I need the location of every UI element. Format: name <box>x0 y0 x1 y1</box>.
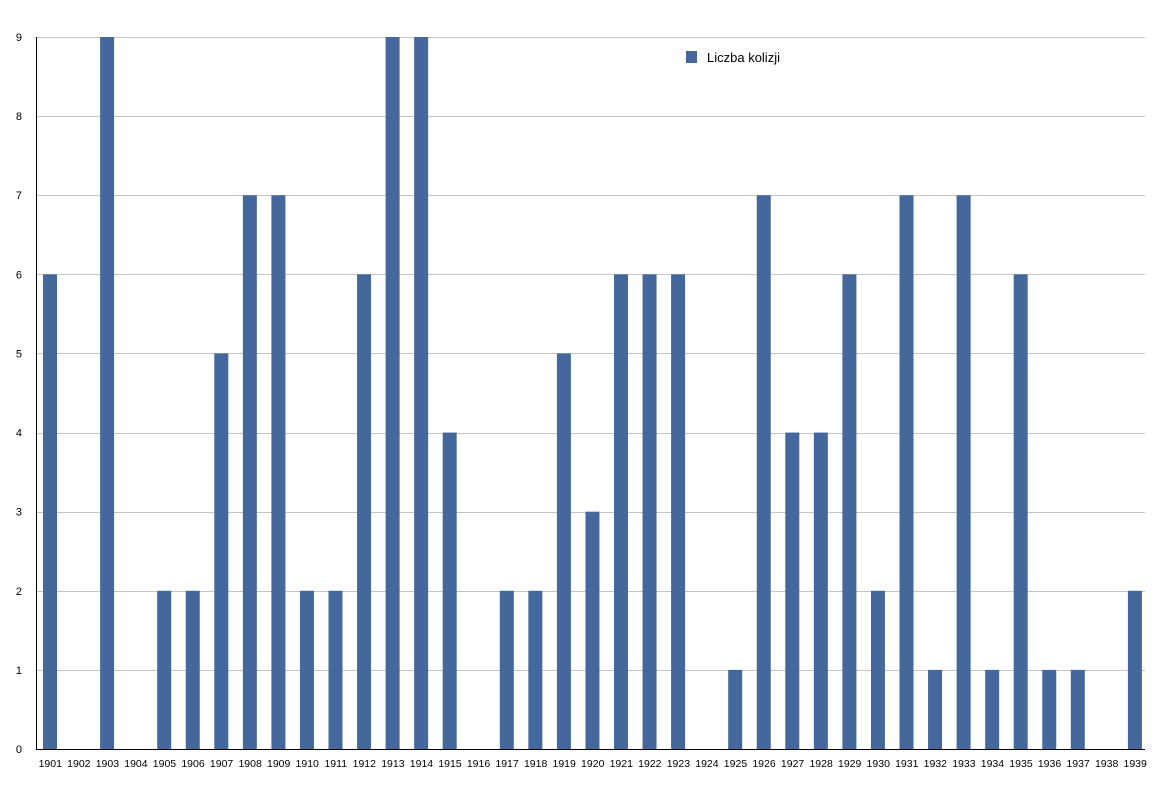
x-tick-label: 1931 <box>895 758 919 770</box>
x-tick-label: 1935 <box>1009 758 1033 770</box>
bar-1915 <box>442 432 457 749</box>
bar-1934 <box>985 669 1000 749</box>
x-tick-label: 1921 <box>610 758 634 770</box>
x-tick-label: 1928 <box>809 758 833 770</box>
x-tick-label: 1930 <box>867 758 891 770</box>
bar-1930 <box>870 590 885 749</box>
bar-1931 <box>899 195 914 750</box>
bar-1926 <box>756 195 771 750</box>
x-tick-label: 1915 <box>438 758 462 770</box>
x-tick-label: 1909 <box>267 758 291 770</box>
bar-1939 <box>1127 590 1142 749</box>
x-tick-label: 1906 <box>181 758 205 770</box>
bar-1936 <box>1042 669 1057 749</box>
bar-1912 <box>357 274 372 749</box>
x-tick-label: 1916 <box>467 758 491 770</box>
bar-1917 <box>499 590 514 749</box>
bar-1907 <box>214 353 229 749</box>
legend-label: Liczba kolizji <box>707 50 780 65</box>
y-tick-label: 1 <box>16 665 22 677</box>
x-tick-label: 1933 <box>952 758 976 770</box>
x-tick-label: 1905 <box>153 758 177 770</box>
x-tick-label: 1929 <box>838 758 862 770</box>
bar-1921 <box>614 274 628 749</box>
x-tick-label: 1914 <box>410 758 434 770</box>
x-tick-label: 1919 <box>552 758 576 770</box>
y-tick-label: 7 <box>16 190 22 202</box>
x-tick-label: 1904 <box>124 758 148 770</box>
bar-1903 <box>100 37 115 749</box>
bar-1927 <box>785 432 800 749</box>
bar-1937 <box>1070 669 1085 749</box>
bar-1929 <box>842 274 857 749</box>
x-tick-label: 1903 <box>96 758 120 770</box>
bar-1920 <box>585 511 600 749</box>
y-tick-label: 0 <box>16 744 22 756</box>
bar-1908 <box>242 195 257 750</box>
bar-1919 <box>556 353 571 749</box>
x-tick-label: 1934 <box>981 758 1005 770</box>
x-tick-label: 1936 <box>1038 758 1062 770</box>
bar-1905 <box>157 590 172 749</box>
bar-1911 <box>328 590 343 749</box>
bar-1910 <box>299 590 314 749</box>
bar-1932 <box>928 669 943 749</box>
bar-1935 <box>1013 274 1028 749</box>
bar-1901 <box>43 274 57 749</box>
bar-1913 <box>385 37 400 749</box>
x-tick-label: 1913 <box>381 758 405 770</box>
bar-1933 <box>956 195 971 750</box>
x-tick-label: 1910 <box>296 758 320 770</box>
x-tick-label: 1924 <box>695 758 719 770</box>
bar-1922 <box>642 274 657 749</box>
x-tick-label: 1918 <box>524 758 548 770</box>
bar-1923 <box>671 274 686 749</box>
y-tick-label: 2 <box>16 586 22 598</box>
legend: Liczba kolizji <box>686 50 780 65</box>
legend-swatch <box>686 51 697 63</box>
x-tick-label: 1911 <box>324 758 347 770</box>
x-tick-label: 1923 <box>667 758 691 770</box>
x-tick-label: 1907 <box>210 758 234 770</box>
bar-1925 <box>728 669 743 749</box>
x-tick-label: 1912 <box>353 758 377 770</box>
y-tick-label: 9 <box>16 32 22 44</box>
x-tick-label: 1917 <box>495 758 519 770</box>
x-tick-label: 1925 <box>724 758 748 770</box>
x-tick-label: 1922 <box>638 758 662 770</box>
x-tick-label: 1902 <box>67 758 91 770</box>
bar-1918 <box>528 590 543 749</box>
x-tick-label: 1926 <box>752 758 776 770</box>
y-tick-label: 6 <box>16 269 22 281</box>
y-tick-label: 8 <box>16 111 22 123</box>
y-tick-label: 4 <box>16 428 22 440</box>
bar-1928 <box>813 432 828 749</box>
x-tick-label: 1901 <box>39 758 63 770</box>
bar-1906 <box>185 590 200 749</box>
x-tick-label: 1908 <box>238 758 262 770</box>
x-tick-label: 1938 <box>1095 758 1119 770</box>
y-tick-label: 3 <box>16 507 22 519</box>
x-tick-label: 1927 <box>781 758 805 770</box>
x-tick-label: 1937 <box>1066 758 1090 770</box>
bar-1909 <box>271 195 286 750</box>
x-tick-label: 1932 <box>924 758 948 770</box>
bar-1914 <box>414 37 429 749</box>
y-tick-label: 5 <box>16 348 22 360</box>
x-tick-label: 1939 <box>1124 758 1148 770</box>
x-tick-label: 1920 <box>581 758 605 770</box>
